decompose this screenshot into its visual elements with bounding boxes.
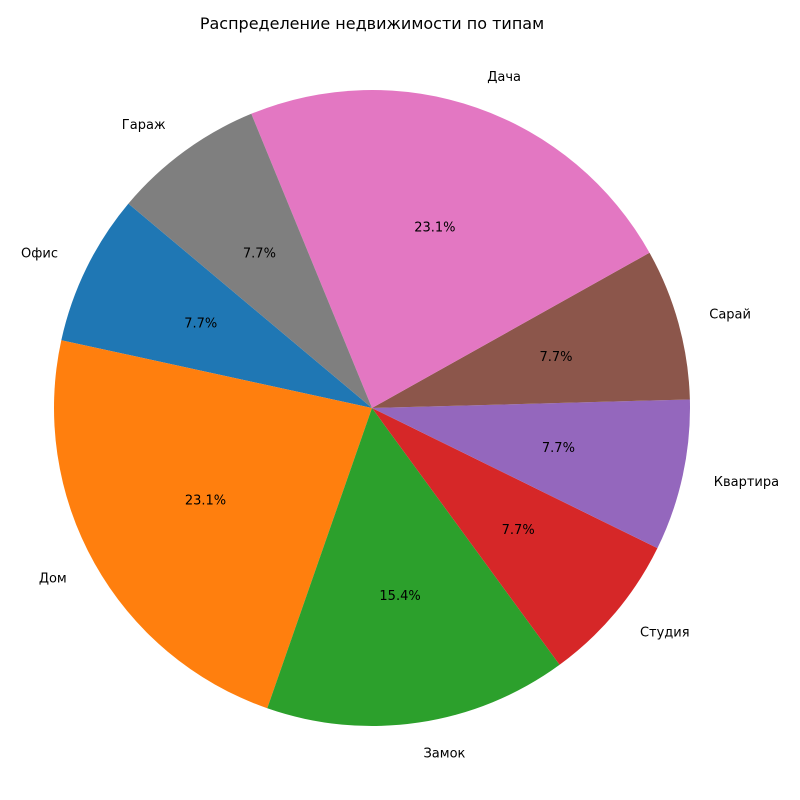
slice-label-1: Дом	[39, 571, 67, 586]
slice-label-3: Студия	[640, 625, 690, 640]
slice-label-7: Гараж	[122, 118, 166, 133]
slice-percent-5: 7.7%	[539, 350, 572, 365]
slice-percent-7: 7.7%	[243, 246, 276, 261]
pie-slice-0	[61, 203, 373, 408]
slice-percent-2: 15.4%	[379, 589, 420, 604]
pie-slice-2	[267, 408, 560, 726]
pie-slice-7	[128, 113, 372, 409]
pie-labels: Офис 7.7% Дом 23.1% Замок 15.4% Студия 7.7% Квар…	[21, 70, 779, 761]
pie-slice-4	[372, 399, 690, 549]
slice-label-5: Сарай	[709, 308, 751, 323]
chart-title: Распределение недвижимости по типам	[200, 14, 544, 33]
slice-percent-1: 23.1%	[185, 494, 226, 509]
pie-slice-5	[372, 252, 690, 408]
slice-percent-3: 7.7%	[502, 523, 535, 538]
slice-percent-0: 7.7%	[184, 316, 217, 331]
slice-percent-6: 23.1%	[414, 220, 455, 235]
pie-slice-3	[372, 408, 658, 665]
slice-label-6: Дача	[487, 70, 521, 85]
slice-percent-4: 7.7%	[542, 441, 575, 456]
slice-label-2: Замок	[423, 746, 465, 761]
slice-label-4: Квартира	[714, 475, 779, 490]
pie-slices	[54, 90, 690, 726]
pie-slice-6	[251, 90, 650, 409]
pie-slice-1	[54, 340, 373, 709]
slice-label-0: Офис	[21, 246, 58, 261]
